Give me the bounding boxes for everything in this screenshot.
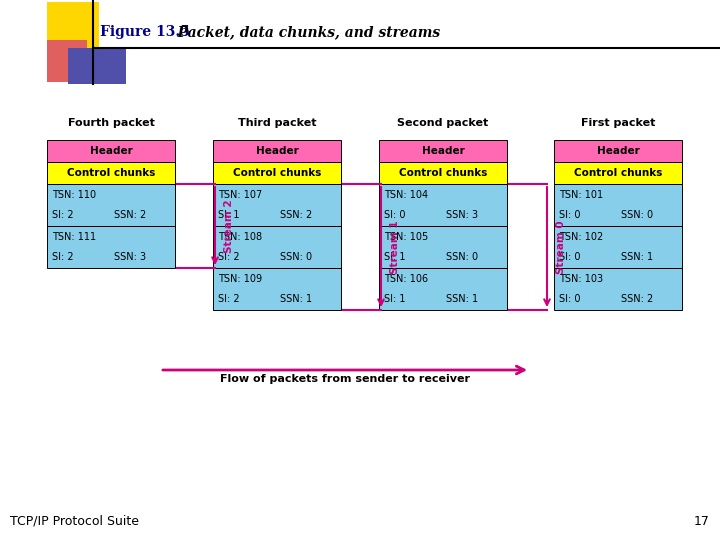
Text: First packet: First packet [581, 118, 655, 128]
Text: SSN: 0: SSN: 0 [446, 253, 477, 262]
Text: SI: 2: SI: 2 [52, 253, 73, 262]
Text: SI: 1: SI: 1 [218, 211, 240, 220]
Text: SI: 2: SI: 2 [218, 253, 240, 262]
Text: TCP/IP Protocol Suite: TCP/IP Protocol Suite [10, 515, 139, 528]
Text: SI: 0: SI: 0 [384, 211, 405, 220]
Text: Flow of packets from sender to receiver: Flow of packets from sender to receiver [220, 374, 470, 384]
Bar [213, 184, 341, 226]
Bar [379, 184, 507, 226]
Text: TSN: 111: TSN: 111 [52, 232, 96, 241]
Text: Control chunks: Control chunks [233, 168, 321, 178]
Text: Second packet: Second packet [397, 118, 489, 128]
Bar [47, 40, 87, 82]
Text: SSN: 3: SSN: 3 [446, 211, 477, 220]
Text: TSN: 110: TSN: 110 [52, 190, 96, 199]
Bar [379, 140, 507, 162]
Bar [213, 268, 341, 310]
Text: TSN: 104: TSN: 104 [384, 190, 428, 199]
Bar [213, 140, 341, 162]
Text: Header: Header [422, 146, 464, 156]
Bar [554, 140, 682, 162]
Text: Figure 13.5: Figure 13.5 [100, 25, 190, 39]
Text: SI: 1: SI: 1 [384, 253, 405, 262]
Text: TSN: 109: TSN: 109 [218, 273, 262, 284]
Text: Third packet: Third packet [238, 118, 316, 128]
Bar [554, 226, 682, 268]
Text: TSN: 106: TSN: 106 [384, 273, 428, 284]
Text: SSN: 2: SSN: 2 [279, 211, 312, 220]
Text: Stream 0: Stream 0 [556, 220, 566, 274]
Text: SI: 2: SI: 2 [218, 294, 240, 305]
Text: SSN: 2: SSN: 2 [114, 211, 146, 220]
Text: SSN: 2: SSN: 2 [621, 294, 653, 305]
Bar [554, 162, 682, 184]
Text: SI: 0: SI: 0 [559, 253, 580, 262]
Text: Header: Header [256, 146, 298, 156]
Text: SSN: 1: SSN: 1 [621, 253, 653, 262]
Text: SSN: 3: SSN: 3 [114, 253, 145, 262]
Text: Stream 1: Stream 1 [390, 220, 400, 274]
Bar [213, 162, 341, 184]
Text: TSN: 101: TSN: 101 [559, 190, 603, 199]
Bar [379, 162, 507, 184]
Bar [47, 2, 99, 50]
Text: Packet, data chunks, and streams: Packet, data chunks, and streams [163, 25, 440, 39]
Text: SI: 2: SI: 2 [52, 211, 73, 220]
Text: Control chunks: Control chunks [67, 168, 156, 178]
Bar [47, 226, 175, 268]
Text: SSN: 1: SSN: 1 [446, 294, 477, 305]
Bar [379, 226, 507, 268]
Text: TSN: 107: TSN: 107 [218, 190, 262, 199]
Bar [47, 184, 175, 226]
Bar [47, 140, 175, 162]
Text: Fourth packet: Fourth packet [68, 118, 154, 128]
Bar [379, 268, 507, 310]
Bar [68, 48, 126, 84]
Bar [47, 162, 175, 184]
Bar [554, 184, 682, 226]
Text: Control chunks: Control chunks [574, 168, 662, 178]
Text: SSN: 1: SSN: 1 [279, 294, 312, 305]
Text: SI: 0: SI: 0 [559, 211, 580, 220]
Text: TSN: 108: TSN: 108 [218, 232, 262, 241]
Text: 17: 17 [694, 515, 710, 528]
Text: Control chunks: Control chunks [399, 168, 487, 178]
Text: Header: Header [597, 146, 639, 156]
Text: Header: Header [89, 146, 132, 156]
Text: SSN: 0: SSN: 0 [279, 253, 312, 262]
Text: TSN: 102: TSN: 102 [559, 232, 603, 241]
Text: SI: 0: SI: 0 [559, 294, 580, 305]
Text: SI: 1: SI: 1 [384, 294, 405, 305]
Text: SSN: 0: SSN: 0 [621, 211, 653, 220]
Bar [554, 268, 682, 310]
Text: TSN: 105: TSN: 105 [384, 232, 428, 241]
Text: Stream 2: Stream 2 [224, 199, 234, 253]
Bar [213, 226, 341, 268]
Text: TSN: 103: TSN: 103 [559, 273, 603, 284]
